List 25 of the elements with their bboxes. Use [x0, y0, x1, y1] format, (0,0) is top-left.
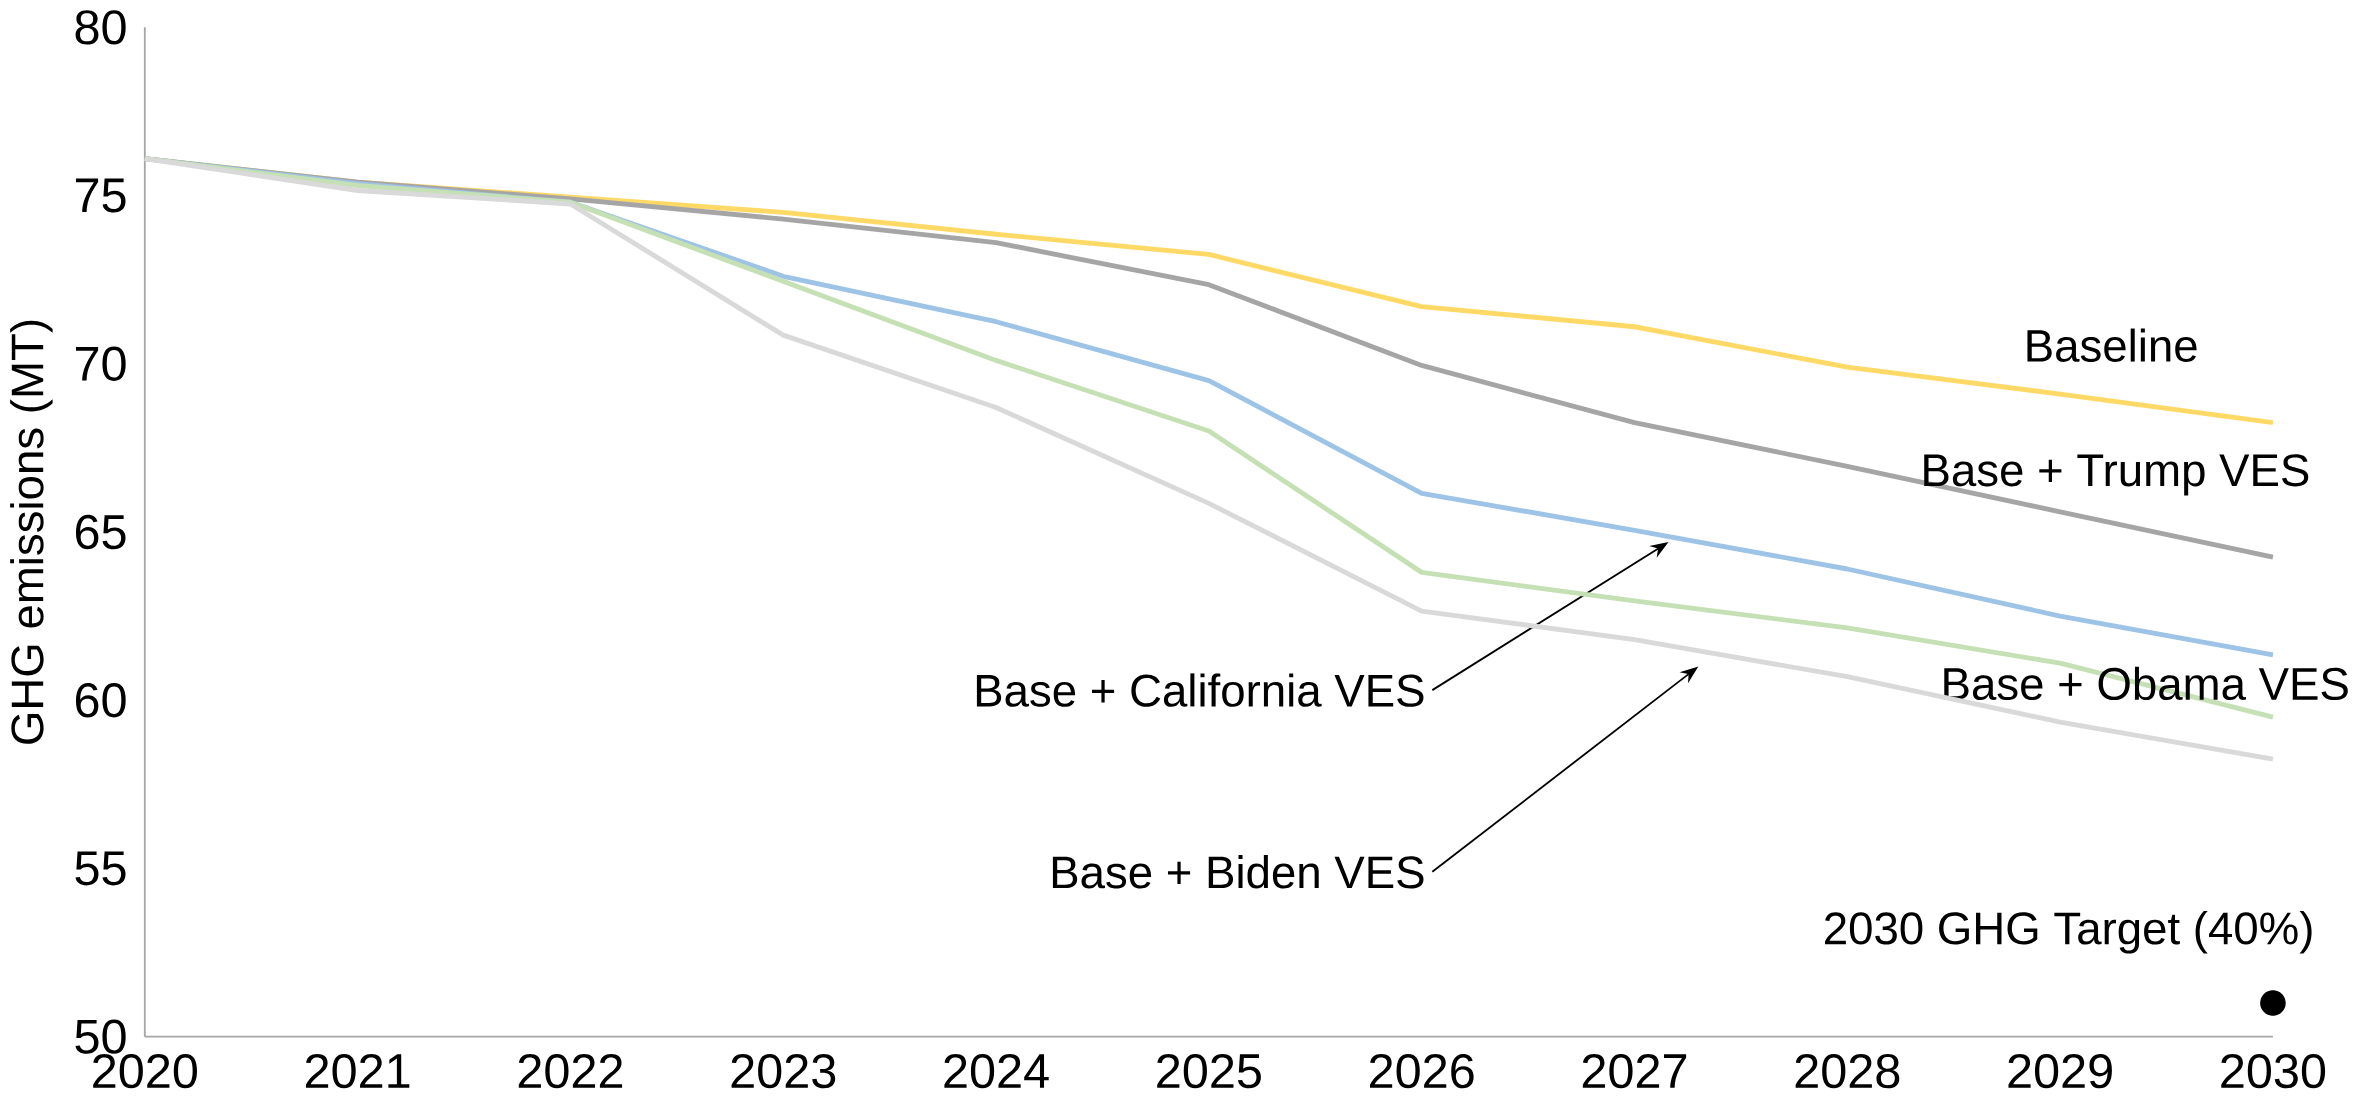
text: Base + California VES	[976, 673, 1424, 707]
x-tick-label: 2020	[93, 1053, 197, 1089]
y-tick-label: 70	[75, 346, 126, 381]
x-tick-label: 2030	[2221, 1053, 2326, 1089]
x-tick-label: 2021	[305, 1053, 410, 1089]
x-tick-label: 2023	[731, 1053, 836, 1089]
x-tick-label: 2029	[2008, 1053, 2112, 1089]
x-tick-label: 2024	[944, 1053, 1049, 1089]
series-label: 2030 GHG Target (40%)	[1825, 910, 2312, 954]
y-tick-label: 60	[75, 682, 126, 718]
series-label: Baseline	[2027, 328, 2197, 362]
x-tick-label: 2022	[518, 1053, 623, 1089]
y-tick-label: 50	[75, 1019, 126, 1054]
x-tick-label: 2025	[1157, 1053, 1261, 1089]
y-axis-title: GHG emissions (MT)	[10, 320, 53, 744]
series-label: Base + Trump VES	[1924, 453, 2309, 496]
series-label: Base + Obama VES	[1944, 666, 2348, 700]
x-tick-label: 2027	[1582, 1053, 1687, 1089]
y-tick-label: 55	[75, 851, 126, 886]
x-tick-label: 2026	[1370, 1053, 1474, 1089]
x-tick-label: 2028	[1795, 1053, 1900, 1089]
y-tick-label: 75	[75, 178, 126, 213]
y-tick-label: 80	[75, 9, 126, 45]
y-tick-label: 65	[75, 514, 126, 549]
text: Base + Biden VES	[1052, 854, 1424, 889]
